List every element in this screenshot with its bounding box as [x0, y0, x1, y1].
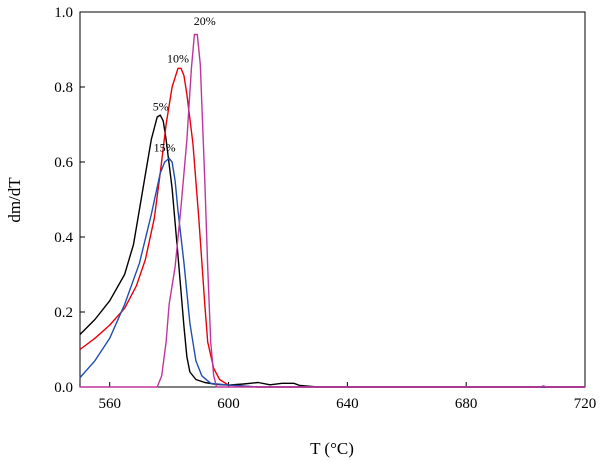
x-axis-title: T (°C) — [310, 439, 354, 458]
plot-frame — [79, 11, 586, 388]
y-tick-label: 0.6 — [54, 155, 73, 171]
annotation-label: 20% — [194, 14, 216, 28]
series-lines — [79, 33, 585, 388]
y-tick-label: 0.2 — [54, 305, 73, 321]
x-tick-label: 720 — [574, 396, 597, 412]
annotation-label: 10% — [167, 51, 189, 65]
y-tick-label: 1.0 — [54, 5, 73, 21]
y-axis-title: dm/dT — [5, 177, 24, 223]
series-line-15pct — [79, 157, 585, 388]
series-line-20pct — [80, 33, 585, 388]
axis-ticks: 560 600 640 680 720 0.0 0.2 0.4 0.6 0.8 1.0 — [54, 5, 596, 412]
annotations: 5% 10% 15% 20% — [153, 14, 216, 154]
series-line-5pct — [79, 114, 585, 388]
x-tick-label: 600 — [217, 396, 240, 412]
series-line-10pct — [79, 67, 585, 388]
x-tick-label: 640 — [336, 396, 359, 412]
y-tick-label: 0.0 — [54, 380, 73, 396]
y-tick-label: 0.8 — [54, 80, 73, 96]
x-tick-label: 560 — [98, 396, 121, 412]
annotation-label: 15% — [154, 141, 176, 155]
annotation-label: 5% — [153, 99, 169, 113]
x-tick-label: 680 — [455, 396, 478, 412]
y-tick-label: 0.4 — [54, 230, 73, 246]
